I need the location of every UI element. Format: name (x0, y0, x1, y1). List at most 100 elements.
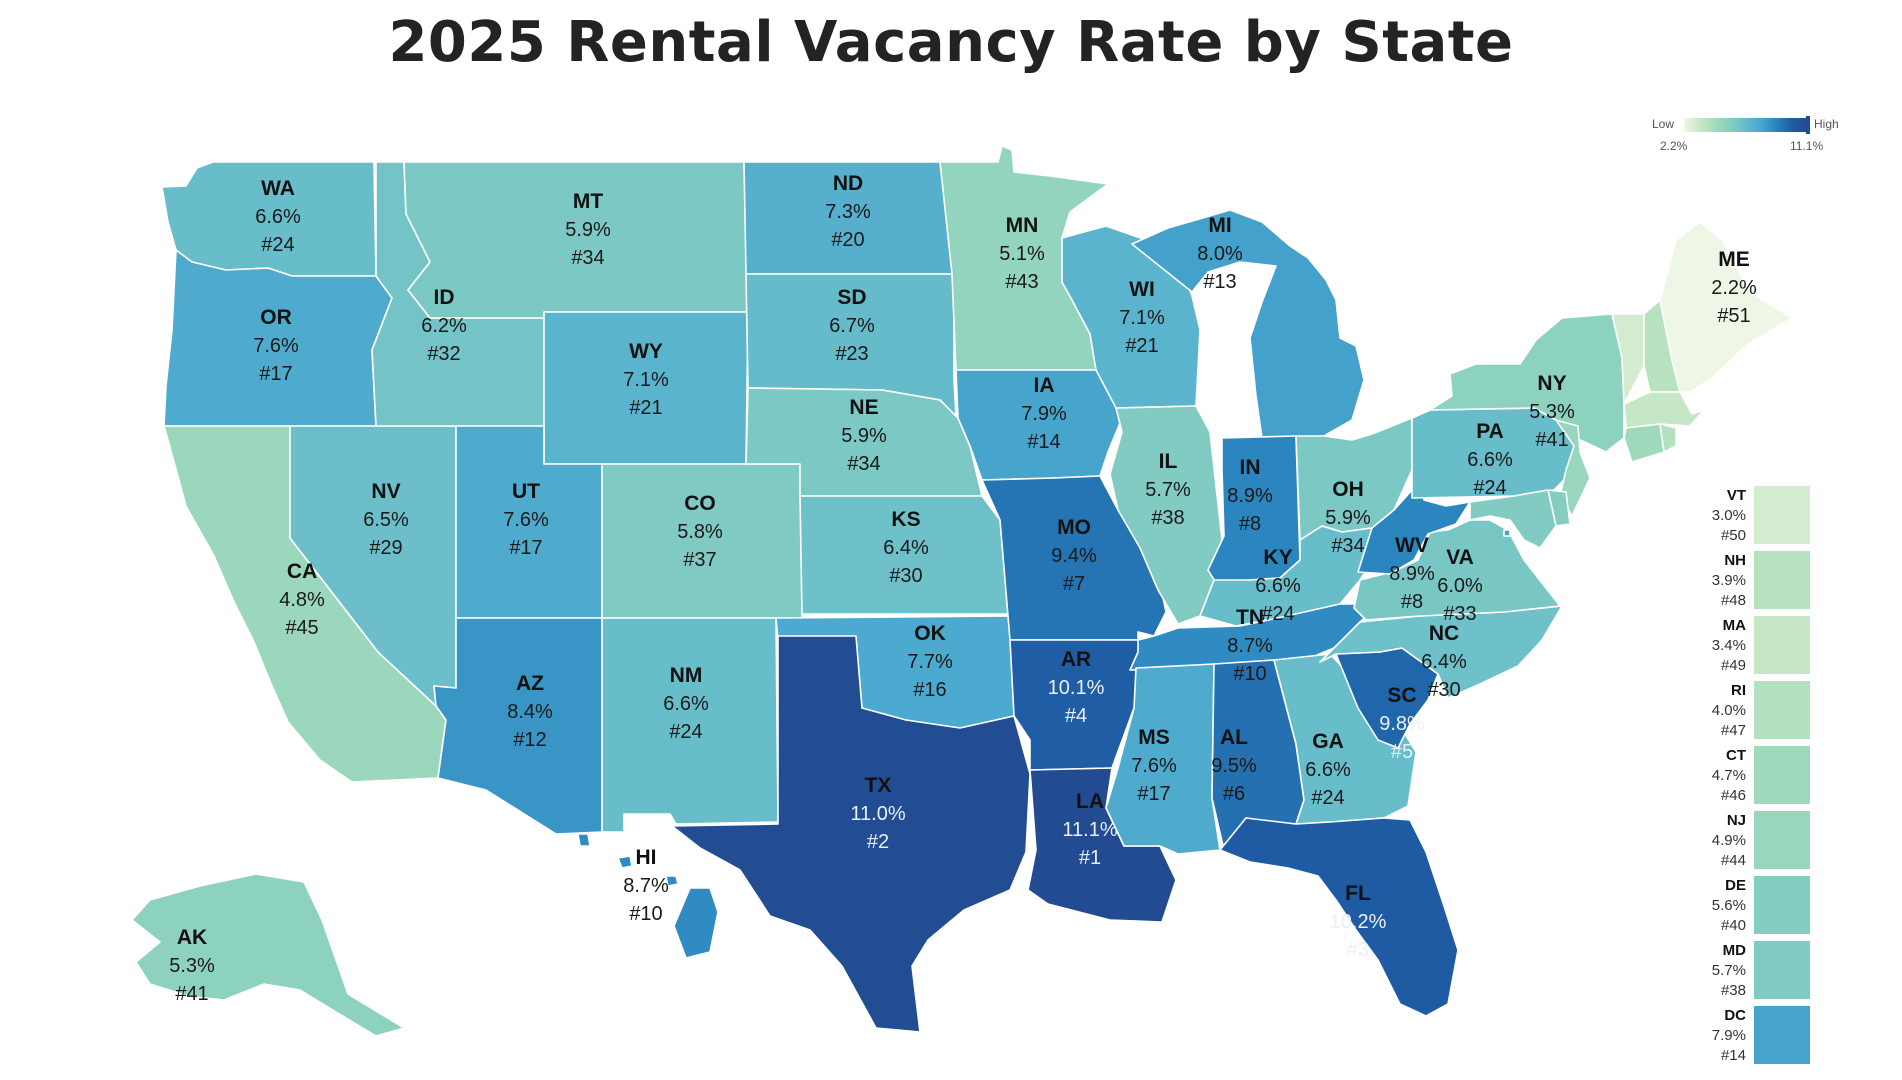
state-value: 6.6% (1467, 449, 1513, 471)
state-rank: #30 (889, 565, 922, 587)
state-abbr: PA (1476, 420, 1504, 443)
state-abbr: IL (1159, 450, 1178, 473)
state-abbr: ID (434, 286, 455, 309)
small-state-value: 3.0% (1711, 507, 1746, 524)
state-rank: #30 (1427, 679, 1460, 701)
state-shape-hi4[interactable] (577, 833, 591, 847)
state-shape-fl[interactable] (1219, 817, 1459, 1017)
state-shape-ne[interactable] (745, 387, 983, 497)
state-label-wy: WY 7.1% #21 (623, 340, 669, 419)
state-shape-la[interactable] (1027, 767, 1177, 923)
small-state-swatch[interactable] (1754, 941, 1810, 999)
state-shape-hi[interactable] (673, 887, 719, 959)
state-label-il: IL 5.7% #38 (1145, 450, 1191, 529)
state-abbr: WA (261, 177, 295, 200)
state-shape-md[interactable] (1469, 489, 1557, 549)
map-title: 2025 Rental Vacancy Rate by State (388, 10, 1514, 75)
state-shape-me[interactable] (1659, 221, 1793, 393)
color-scale-legend: Low High 2.2% 11.1% (1652, 116, 1839, 153)
state-abbr: ND (833, 172, 863, 195)
small-state-swatch[interactable] (1754, 681, 1810, 739)
small-state-rank: #46 (1720, 787, 1746, 804)
state-value: 8.9% (1227, 485, 1273, 507)
small-state-rank: #50 (1720, 527, 1746, 544)
legend-min-value: 2.2% (1660, 139, 1688, 153)
state-label-co: CO 5.8% #37 (677, 492, 723, 571)
small-state-swatch[interactable] (1754, 746, 1810, 804)
small-state-abbr: NJ (1726, 812, 1746, 829)
state-value: 7.3% (825, 201, 871, 223)
state-abbr: IN (1240, 456, 1261, 479)
state-rank: #33 (1443, 603, 1476, 625)
state-abbr: ME (1718, 248, 1750, 271)
state-abbr: MS (1138, 726, 1170, 749)
state-label-nm: NM 6.6% #24 (663, 664, 709, 743)
state-label-ga: GA 6.6% #24 (1305, 730, 1351, 809)
state-rank: #24 (261, 234, 294, 256)
state-label-mn: MN 5.1% #43 (999, 214, 1045, 293)
state-value: 10.2% (1330, 911, 1387, 933)
small-state-row-md: MD 5.7% #38 (1650, 941, 1870, 1001)
state-value: 7.1% (1119, 307, 1165, 329)
state-abbr: AR (1061, 648, 1091, 671)
small-state-swatch[interactable] (1754, 551, 1810, 609)
state-value: 6.2% (421, 315, 467, 337)
state-abbr: AL (1220, 726, 1248, 749)
state-value: 2.2% (1711, 277, 1757, 299)
state-shape-az[interactable] (433, 617, 603, 835)
small-state-swatch[interactable] (1754, 616, 1810, 674)
state-value: 7.6% (253, 335, 299, 357)
state-shape-ct[interactable] (1623, 423, 1665, 463)
state-shape-vt[interactable] (1611, 313, 1645, 405)
state-abbr: WV (1395, 534, 1429, 557)
state-value: 6.4% (883, 537, 929, 559)
state-label-ky: KY 6.6% #24 (1255, 546, 1301, 625)
state-rank: #37 (683, 549, 716, 571)
state-rank: #43 (1005, 271, 1038, 293)
small-state-value: 5.6% (1711, 897, 1746, 914)
state-shape-ma[interactable] (1623, 391, 1705, 429)
state-label-ny: NY 5.3% #41 (1529, 372, 1575, 451)
state-abbr: CO (684, 492, 716, 515)
state-rank: #24 (1311, 787, 1344, 809)
state-rank: #8 (1401, 591, 1423, 613)
small-state-swatch[interactable] (1754, 1006, 1810, 1064)
state-shape-dc[interactable] (1503, 529, 1511, 537)
state-label-fl: FL 10.2% #3 (1330, 882, 1387, 961)
small-state-row-nh: NH 3.9% #48 (1650, 551, 1870, 611)
state-value: 6.4% (1421, 651, 1467, 673)
state-value: 5.1% (999, 243, 1045, 265)
state-value: 6.7% (829, 315, 875, 337)
state-shape-hi2[interactable] (665, 875, 679, 887)
small-state-swatch[interactable] (1754, 811, 1810, 869)
small-state-row-vt: VT 3.0% #50 (1650, 486, 1870, 546)
state-rank: #41 (175, 983, 208, 1005)
state-rank: #51 (1717, 305, 1750, 327)
state-shape-nm[interactable] (601, 617, 779, 833)
small-state-row-dc: DC 7.9% #14 (1650, 1006, 1870, 1066)
small-state-swatch[interactable] (1754, 486, 1810, 544)
state-value: 8.4% (507, 701, 553, 723)
state-label-tn: TN 8.7% #10 (1227, 606, 1273, 685)
small-state-swatch[interactable] (1754, 876, 1810, 934)
state-abbr: OK (914, 622, 946, 645)
state-shape-hi3[interactable] (617, 855, 633, 869)
legend-high-label: High (1814, 117, 1839, 131)
state-shape-mi[interactable] (1131, 209, 1365, 439)
state-label-ut: UT 7.6% #17 (503, 480, 549, 559)
small-state-value: 4.7% (1711, 767, 1746, 784)
state-shape-il[interactable] (1109, 405, 1223, 625)
state-rank: #10 (1233, 663, 1266, 685)
state-shape-ak[interactable] (131, 873, 405, 1037)
state-shape-ri[interactable] (1659, 423, 1677, 453)
state-rank: #20 (831, 229, 864, 251)
state-label-hi: HI 8.7% #10 (623, 846, 669, 925)
state-rank: #32 (427, 343, 460, 365)
state-shape-wv[interactable] (1357, 469, 1471, 575)
state-shape-tx[interactable] (671, 635, 1031, 1033)
state-label-mt: MT 5.9% #34 (565, 190, 611, 269)
state-rank: #2 (867, 831, 889, 853)
state-abbr: MI (1208, 214, 1231, 237)
state-abbr: NC (1429, 622, 1459, 645)
